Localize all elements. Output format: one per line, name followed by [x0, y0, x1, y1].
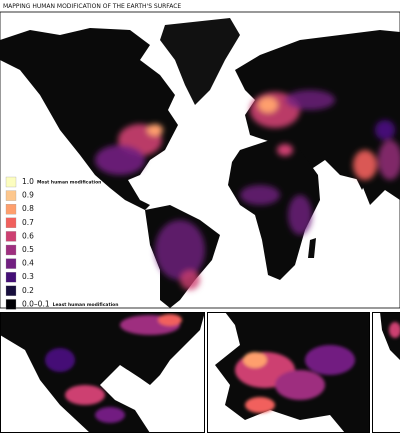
legend-swatch — [5, 204, 17, 215]
legend-label: 0.7 — [22, 218, 34, 227]
legend-swatch — [5, 217, 17, 228]
madagascar — [308, 238, 316, 258]
inset-asia — [372, 312, 400, 433]
legend-swatch — [5, 258, 17, 269]
inset-americas — [0, 312, 205, 433]
legend-label: 0.0–0.1 — [22, 299, 50, 308]
legend-swatch — [5, 190, 17, 201]
inset-europe — [207, 312, 370, 433]
legend-swatch — [5, 272, 17, 283]
title: MAPPING HUMAN MODIFICATION OF THE EARTH'… — [3, 3, 181, 10]
legend-label: 0.9 — [22, 191, 34, 200]
legend-swatch — [5, 299, 17, 310]
hotspots — [95, 90, 400, 290]
legend-label: 0.2 — [22, 286, 34, 295]
legend-note: Least human modification — [53, 302, 119, 308]
legend-swatch — [5, 231, 17, 242]
legend-swatch — [5, 176, 17, 188]
legend-label: 0.6 — [22, 231, 34, 240]
legend-label: 1.0 — [22, 177, 34, 186]
world-map — [0, 11, 400, 309]
legend-swatch — [5, 244, 17, 256]
africa — [228, 140, 320, 280]
legend-label: 0.4 — [22, 259, 34, 268]
legend-label: 0.3 — [22, 272, 34, 281]
legend-label: 0.8 — [22, 204, 34, 213]
greenland — [160, 18, 240, 105]
legend-swatch — [5, 285, 17, 296]
legend-label: 0.5 — [22, 245, 34, 254]
legend-note: Most human modification — [37, 180, 101, 186]
